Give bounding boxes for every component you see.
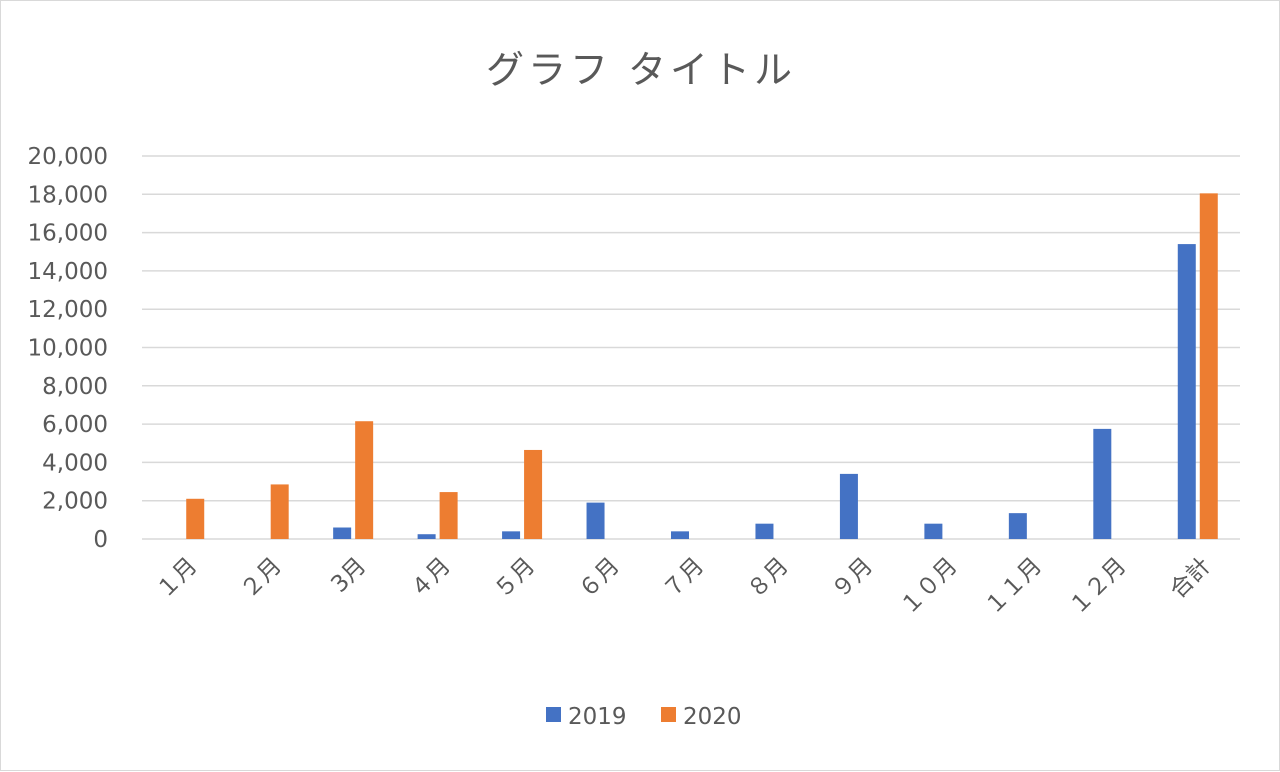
x-tick-label: ２月 xyxy=(236,553,287,604)
bar-2020-4 xyxy=(524,449,543,539)
y-tick-label: 10,000 xyxy=(28,336,108,362)
bar-2019-5 xyxy=(586,502,605,539)
y-tick-label: 16,000 xyxy=(28,221,108,247)
y-tick-label: 4,000 xyxy=(42,450,108,476)
x-axis-ticks: １月 ２月 3月 ４月 ５月 ６月 ７月 ８月 ９月 １０月 １１月 １２月 合計 xyxy=(152,553,1216,620)
bar-2019-3 xyxy=(417,534,436,539)
legend-label-2020: 2020 xyxy=(683,704,742,730)
bar-2019-6 xyxy=(671,531,689,539)
bar-2019-12 xyxy=(1177,244,1196,539)
bar-2020-12 xyxy=(1199,193,1218,539)
y-tick-label: 14,000 xyxy=(28,259,108,285)
y-tick-label: 12,000 xyxy=(28,297,108,323)
bar-2019-4 xyxy=(502,531,521,539)
x-tick-label: ９月 xyxy=(827,553,878,604)
legend-label-2019: 2019 xyxy=(568,704,627,730)
bar-2020-0 xyxy=(186,498,205,539)
chart-title: グラフ タイトル xyxy=(486,48,796,92)
x-tick-label: ７月 xyxy=(658,553,709,604)
bar-2020-2 xyxy=(355,421,374,539)
y-tick-label: 18,000 xyxy=(28,182,108,208)
gridlines xyxy=(142,155,1240,540)
y-tick-label: 0 xyxy=(93,527,108,553)
bar-2019-10 xyxy=(1008,513,1027,539)
y-tick-label: 8,000 xyxy=(42,374,108,400)
x-tick-label: １２月 xyxy=(1064,553,1131,620)
x-tick-label: 合計 xyxy=(1165,553,1216,604)
x-tick-label: ４月 xyxy=(405,553,456,604)
y-tick-label: 6,000 xyxy=(42,412,108,438)
x-tick-label: ６月 xyxy=(574,553,625,604)
bar-2020-1 xyxy=(270,484,289,539)
legend-swatch-2019 xyxy=(546,707,561,722)
legend: 2019 2020 xyxy=(546,704,742,730)
bar-2019-9 xyxy=(924,523,943,539)
bar-2020-3 xyxy=(439,492,458,539)
legend-swatch-2020 xyxy=(661,707,676,722)
bar-2019-11 xyxy=(1093,428,1112,539)
bar-2019-7 xyxy=(755,523,774,539)
x-tick-label: ８月 xyxy=(743,553,794,604)
x-tick-label: １月 xyxy=(152,553,203,604)
bar-2019-8 xyxy=(839,473,858,539)
bars xyxy=(186,193,1218,539)
y-tick-label: 2,000 xyxy=(42,489,108,515)
x-tick-label: 3月 xyxy=(326,553,371,598)
x-tick-label: ５月 xyxy=(489,553,540,604)
bar-2019-2 xyxy=(333,527,352,539)
x-tick-label: １１月 xyxy=(980,553,1047,620)
y-tick-label: 20,000 xyxy=(28,144,108,170)
y-axis-ticks: 0 2,000 4,000 6,000 8,000 10,000 12,000 14,000 1… xyxy=(28,144,108,553)
x-tick-label: １０月 xyxy=(895,553,962,620)
